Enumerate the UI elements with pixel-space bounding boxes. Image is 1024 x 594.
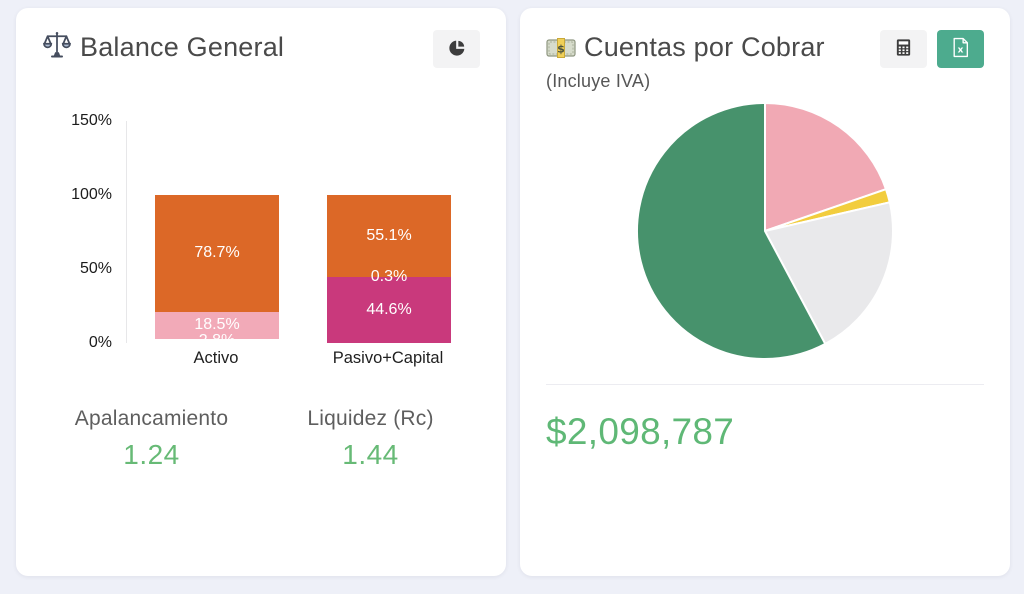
metric-liquidez: Liquidez (Rc) 1.44 — [261, 407, 480, 471]
balance-bar-chart: 0% 50% 100% 150% 78.7% 18.5% 2.8% 55.1% 0.3% 44.… — [42, 112, 464, 367]
bar-chart-plot-area: 78.7% 18.5% 2.8% 55.1% 0.3% 44.6% — [126, 121, 458, 344]
slice-gray[interactable] — [764, 201, 894, 346]
calculator-icon — [894, 38, 913, 60]
y-axis-tick-label: 0% — [88, 334, 112, 352]
metric-value: 1.24 — [123, 439, 180, 471]
balance-card-title-text: Balance General — [80, 32, 285, 62]
card-divider — [546, 384, 984, 386]
cuentas-pie-chart — [636, 102, 894, 361]
metric-apalancamiento: Apalancamiento 1.24 — [42, 407, 261, 471]
calculator-button[interactable] — [880, 30, 927, 68]
bar-segment[interactable]: 18.5% — [155, 311, 279, 339]
balance-scale-icon — [42, 30, 72, 69]
bar-segment-label: 0.3% — [370, 267, 408, 285]
bar-segment-label: 2.8% — [198, 332, 236, 344]
balance-metrics: Apalancamiento 1.24 Liquidez (Rc) 1.44 — [42, 407, 480, 471]
money-banknote-icon: $ — [546, 34, 576, 69]
cuentas-card-header: $ Cuentas por Cobrar (Incluye IVA) — [546, 30, 984, 92]
stacked-bar-pasivo-capital[interactable]: 55.1% 0.3% 44.6% — [327, 195, 451, 344]
svg-text:x: x — [958, 46, 964, 56]
bar-segment[interactable]: 2.8% — [155, 332, 279, 344]
excel-file-icon: x — [951, 37, 970, 61]
pie-chart-view-button[interactable] — [433, 30, 480, 68]
y-axis-tick-label: 150% — [71, 112, 112, 130]
metric-label: Apalancamiento — [74, 407, 229, 431]
bar-segment[interactable]: 44.6% — [327, 277, 451, 344]
x-axis-category-label: Pasivo+Capital — [332, 349, 444, 368]
metric-value: 1.44 — [342, 439, 399, 471]
bar-segment[interactable]: 55.1% — [327, 195, 451, 277]
bar-segment-label: 44.6% — [366, 301, 412, 319]
cuentas-card-title-text: Cuentas por Cobrar — [584, 32, 825, 62]
bar-segment-label: 55.1% — [366, 226, 412, 244]
balance-general-card: Balance General 0% 50% 100% 150% 78.7% 18.5%… — [16, 8, 506, 576]
pie-chart-icon — [447, 38, 467, 61]
y-axis-tick-label: 100% — [71, 186, 112, 204]
x-axis-category-label: Activo — [193, 349, 239, 368]
bar-segment[interactable]: 78.7% — [155, 195, 279, 312]
svg-text:$: $ — [557, 43, 565, 56]
bar-segment-label: 18.5% — [194, 316, 240, 334]
cuentas-card-title: $ Cuentas por Cobrar — [546, 30, 825, 69]
cuentas-card-subtitle: (Incluye IVA) — [546, 71, 651, 92]
excel-export-button[interactable]: x — [937, 30, 984, 68]
y-axis-tick-label: 50% — [79, 260, 112, 278]
metric-label: Liquidez (Rc) — [307, 407, 434, 431]
stacked-bar-activo[interactable]: 78.7% 18.5% 2.8% — [155, 195, 279, 344]
bar-segment-label: 78.7% — [194, 244, 240, 262]
balance-card-title: Balance General — [42, 30, 284, 69]
balance-card-header: Balance General — [42, 30, 480, 69]
cuentas-por-cobrar-card: $ Cuentas por Cobrar (Incluye IVA) — [520, 8, 1010, 576]
slice-green[interactable] — [636, 102, 827, 361]
bar-chart-x-axis: Activo Pasivo+Capital — [126, 121, 458, 375]
cuentas-total-value: $2,098,787 — [546, 411, 735, 453]
